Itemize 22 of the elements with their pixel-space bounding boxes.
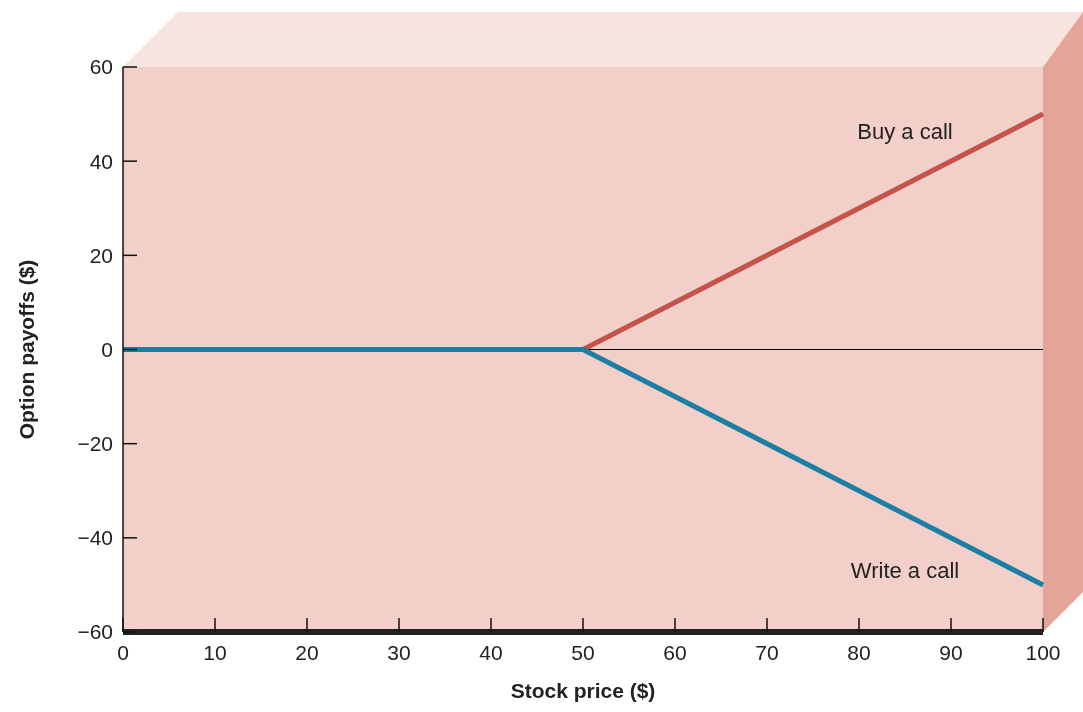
x-tick-label: 30	[387, 641, 411, 664]
y-axis-title: Option payoffs ($)	[15, 259, 38, 440]
x-tick-label: 50	[571, 641, 595, 664]
x-tick-label: 0	[117, 641, 129, 664]
series-label: Write a call	[850, 557, 960, 583]
y-tick-label: −40	[77, 526, 113, 550]
x-tick-label: 80	[847, 641, 871, 664]
y-tick-label: −20	[77, 432, 113, 456]
x-tick-label: 60	[663, 641, 687, 664]
y-tick-label: −60	[77, 620, 113, 644]
x-tick-label: 90	[939, 641, 963, 664]
x-tick-label: 20	[295, 641, 319, 664]
y-tick-label: 20	[89, 243, 113, 267]
y-tick-label: 60	[89, 55, 113, 79]
x-tick-label: 10	[203, 641, 227, 664]
x-tick-label: 70	[755, 641, 779, 664]
x-tick-label: 100	[1025, 641, 1061, 664]
y-tick-label: 40	[89, 149, 113, 173]
x-axis-title: Stock price ($)	[510, 679, 656, 702]
series-label: Buy a call	[857, 119, 953, 145]
y-tick-label: 0	[101, 337, 113, 361]
x-tick-label: 40	[479, 641, 503, 664]
